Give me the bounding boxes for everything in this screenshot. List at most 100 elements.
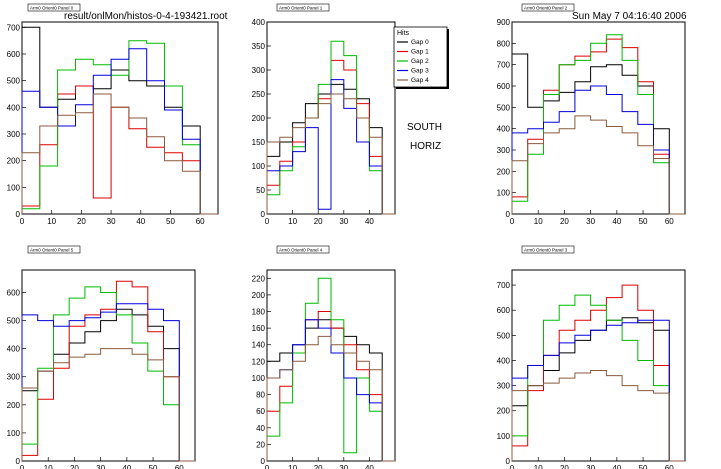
- legend-entry-label: Gap 4: [411, 77, 429, 84]
- y-tick-label: 700: [7, 23, 21, 32]
- series-gap-0: [21, 26, 218, 215]
- x-tick-label: 0: [265, 464, 270, 469]
- series-gap-4: [266, 93, 395, 215]
- x-tick-label: 0: [265, 217, 270, 226]
- y-tick-label: 0: [506, 457, 511, 466]
- annotation-south: SOUTH: [407, 122, 442, 133]
- chart-panel-4: Arm0 Orient0 Panel 402040608010012014016…: [252, 245, 396, 469]
- x-tick-label: 40: [136, 217, 145, 226]
- x-tick-label: 10: [288, 217, 297, 226]
- series-gap-1: [21, 280, 195, 462]
- x-tick-label: 50: [639, 464, 648, 469]
- panel-title-box: [27, 3, 81, 12]
- y-tick-label: 200: [497, 167, 511, 176]
- series-gap-1: [511, 38, 685, 215]
- y-tick-label: 50: [256, 186, 265, 195]
- chart-panel-2: Arm0 Orient0 Panel 201002003004005006007…: [497, 3, 686, 226]
- series-gap-4: [21, 93, 218, 215]
- plot-frame: [511, 21, 686, 215]
- series-gap-2: [21, 40, 218, 215]
- y-tick-label: 60: [256, 407, 265, 416]
- legend-entry-label: Gap 1: [411, 49, 429, 56]
- y-tick-label: 250: [252, 90, 266, 99]
- y-tick-label: 100: [7, 183, 21, 192]
- x-tick-label: 60: [665, 217, 674, 226]
- x-tick-label: 30: [586, 217, 595, 226]
- x-tick-label: 10: [47, 217, 56, 226]
- series-gap-2: [511, 34, 685, 215]
- plot-frame: [511, 269, 686, 462]
- x-tick-label: 30: [339, 464, 348, 469]
- y-tick-label: 400: [7, 345, 21, 354]
- plot-frame: [21, 269, 196, 462]
- x-tick-label: 10: [534, 464, 543, 469]
- series-gap-3: [266, 79, 395, 215]
- x-tick-label: 20: [77, 217, 86, 226]
- y-tick-label: 0: [261, 457, 266, 466]
- series-gap-1: [511, 284, 685, 462]
- x-tick-label: 60: [175, 464, 184, 469]
- x-tick-label: 0: [20, 464, 25, 469]
- chart-panel-5: Arm0 Orient0 Panel 301002003004005006007…: [497, 245, 686, 469]
- series-gap-0: [21, 308, 195, 462]
- y-tick-label: 220: [252, 274, 266, 283]
- y-tick-label: 160: [252, 324, 266, 333]
- x-tick-label: 30: [96, 464, 105, 469]
- y-tick-label: 100: [7, 429, 21, 438]
- x-tick-label: 60: [196, 217, 205, 226]
- y-tick-label: 300: [7, 130, 21, 139]
- timestamp: Sun May 7 04:16:40 2006: [572, 11, 687, 22]
- y-tick-label: 0: [16, 457, 21, 466]
- x-tick-label: 30: [339, 217, 348, 226]
- x-tick-label: 50: [166, 217, 175, 226]
- y-tick-label: 180: [252, 308, 266, 317]
- y-tick-label: 0: [16, 210, 21, 219]
- x-tick-label: 40: [612, 217, 621, 226]
- x-tick-label: 40: [365, 217, 374, 226]
- x-tick-label: 40: [612, 464, 621, 469]
- annotation-horiz: HORIZ: [410, 141, 442, 152]
- series-gap-3: [21, 48, 218, 215]
- x-tick-label: 40: [365, 464, 374, 469]
- y-tick-label: 900: [497, 18, 511, 27]
- y-tick-label: 80: [256, 391, 265, 400]
- panel-title-box: [521, 3, 575, 12]
- y-tick-label: 400: [7, 103, 21, 112]
- y-tick-label: 140: [252, 341, 266, 350]
- x-tick-label: 20: [560, 217, 569, 226]
- series-gap-2: [21, 286, 195, 462]
- panel-title-box: [27, 245, 81, 254]
- panel-title-box: [276, 245, 330, 254]
- y-tick-label: 600: [497, 82, 511, 91]
- y-tick-label: 150: [252, 138, 266, 147]
- series-gap-4: [266, 335, 395, 462]
- file-title: result/onlMon/histos-0-4-193421.root: [64, 11, 228, 22]
- y-tick-label: 100: [497, 189, 511, 198]
- legend-title: Hits: [397, 30, 410, 37]
- x-tick-label: 30: [107, 217, 116, 226]
- y-tick-label: 0: [506, 210, 511, 219]
- y-tick-label: 300: [497, 382, 511, 391]
- series-gap-3: [511, 319, 685, 462]
- series-gap-4: [511, 115, 685, 215]
- y-tick-label: 120: [252, 357, 266, 366]
- x-tick-label: 0: [20, 217, 25, 226]
- series-gap-3: [511, 85, 685, 215]
- series-gap-1: [21, 85, 218, 215]
- series-gap-0: [511, 53, 685, 215]
- y-tick-label: 500: [7, 77, 21, 86]
- chart-panel-1: Arm0 Orient0 Panel 105010015020025030035…: [252, 3, 396, 226]
- y-tick-label: 400: [497, 356, 511, 365]
- y-tick-label: 400: [252, 18, 266, 27]
- panel-title-box: [276, 3, 330, 12]
- series-gap-0: [511, 317, 685, 462]
- x-tick-label: 60: [665, 464, 674, 469]
- panel-title: Arm0 Orient0 Panel 3: [524, 248, 568, 253]
- x-tick-label: 20: [314, 217, 323, 226]
- y-tick-label: 500: [497, 103, 511, 112]
- y-tick-label: 600: [7, 50, 21, 59]
- y-tick-label: 100: [252, 162, 266, 171]
- legend-entry-label: Gap 2: [411, 58, 429, 65]
